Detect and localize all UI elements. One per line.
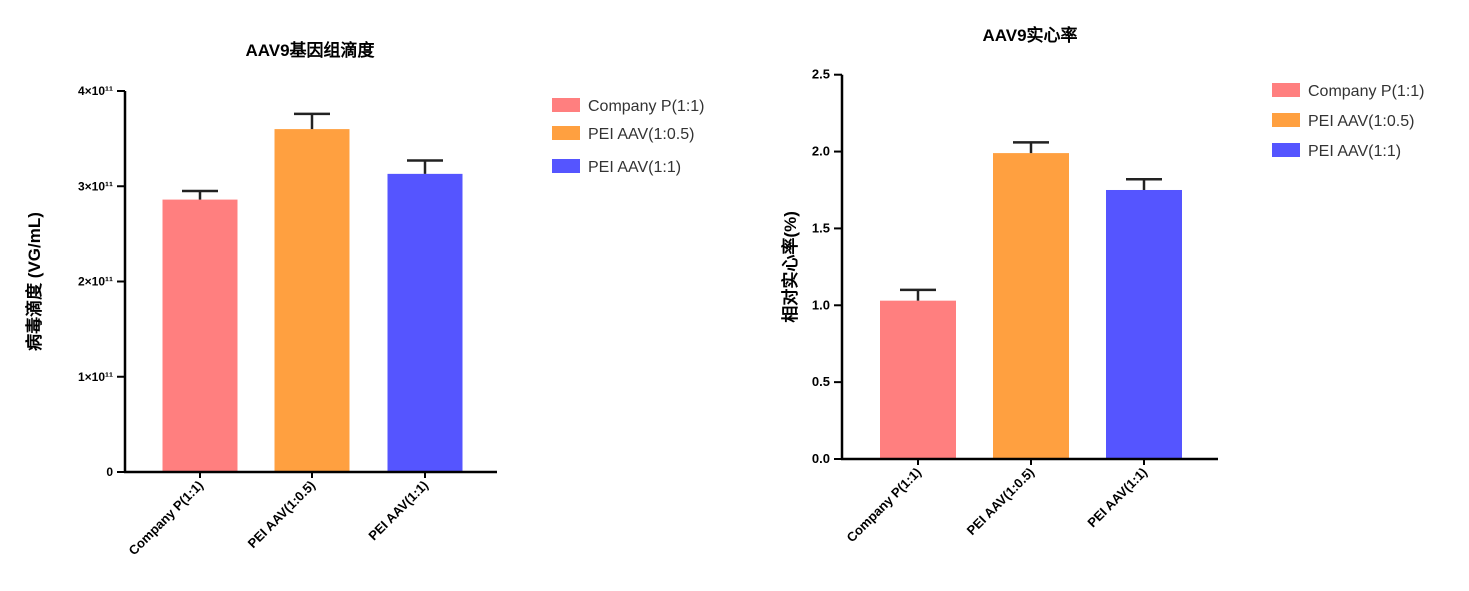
y-axis-label: 相对实心率(%)	[780, 211, 800, 322]
x-tick-label: PEI AAV(1:1)	[365, 478, 431, 544]
bar-2	[274, 129, 350, 472]
legend-label: PEI AAV(1:0.5)	[588, 126, 694, 143]
y-tick-label: 3×10¹¹	[78, 179, 113, 193]
legend-label: PEI AAV(1:1)	[588, 159, 681, 176]
legend-label: Company P(1:1)	[1308, 83, 1425, 100]
legend-swatch	[552, 159, 580, 173]
legend-swatch	[552, 126, 580, 140]
x-tick-label: Company P(1:1)	[126, 478, 207, 559]
y-tick-label: 1.5	[812, 220, 830, 235]
y-tick-label: 2.0	[812, 144, 830, 159]
y-tick-label: 1×10¹¹	[78, 370, 113, 384]
y-tick-label: 0	[106, 465, 113, 479]
legend-label: Company P(1:1)	[588, 98, 705, 115]
bar-1	[162, 199, 238, 472]
y-tick-label: 2.5	[812, 67, 830, 82]
x-tick-label: PEI AAV(1:0.5)	[245, 478, 318, 551]
legend-label: PEI AAV(1:1)	[1308, 143, 1401, 160]
legend-swatch	[1272, 83, 1300, 97]
legend-swatch	[1272, 113, 1300, 127]
y-tick-label: 0.5	[812, 374, 830, 389]
x-tick-label: Company P(1:1)	[844, 465, 925, 546]
legend-label: PEI AAV(1:0.5)	[1308, 113, 1414, 130]
bar-1	[880, 300, 956, 459]
y-axis-label: 病毒滴度 (VG/mL)	[24, 212, 44, 351]
chart-title: AAV9实心率	[982, 25, 1077, 45]
legend-swatch	[552, 98, 580, 112]
bar-3	[1106, 189, 1182, 460]
y-tick-label: 4×10¹¹	[78, 84, 113, 98]
y-tick-label: 0.0	[812, 451, 830, 466]
bar-2	[993, 153, 1069, 459]
chart-title: AAV9基因组滴度	[245, 40, 375, 60]
y-tick-label: 1.0	[812, 297, 830, 312]
bar-3	[387, 173, 463, 472]
x-tick-label: PEI AAV(1:1)	[1084, 465, 1150, 531]
y-tick-label: 2×10¹¹	[78, 275, 113, 289]
x-tick-label: PEI AAV(1:0.5)	[964, 465, 1037, 538]
legend-swatch	[1272, 143, 1300, 157]
